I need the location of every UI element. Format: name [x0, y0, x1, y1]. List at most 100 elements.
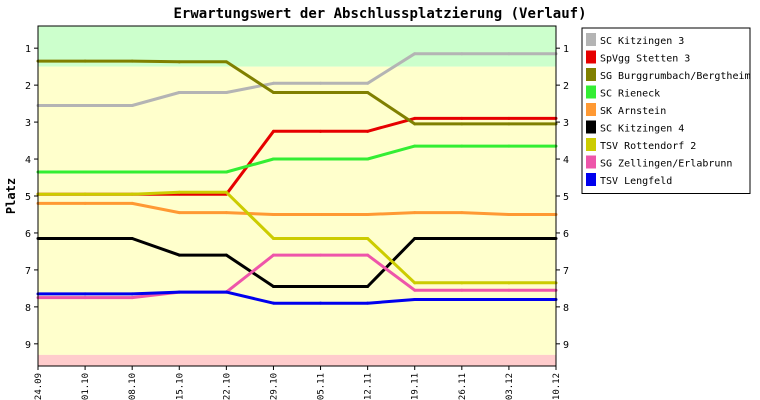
data-point-spvgg-stetten-3	[319, 129, 323, 133]
legend-label: SC Kitzingen 4	[600, 124, 684, 135]
legend-swatch	[586, 50, 596, 64]
data-point-sc-kitzingen-3	[366, 81, 370, 85]
data-point-tsv-rottendorf-2	[507, 281, 511, 285]
data-point-sg-burggrumbach-bergtheim	[319, 91, 323, 95]
data-point-sk-arnstein	[413, 211, 417, 215]
data-point-tsv-rottendorf-2	[271, 237, 275, 240]
x-tick-label: 03.12	[505, 373, 515, 400]
legend-label: SC Kitzingen 3	[600, 36, 684, 47]
data-point-tsv-rottendorf-2	[177, 190, 181, 194]
data-point-sk-arnstein	[366, 212, 370, 216]
data-point-tsv-rottendorf-2	[319, 237, 323, 240]
data-point-sc-kitzingen-3	[130, 103, 134, 107]
data-point-sc-kitzingen-3	[507, 52, 511, 56]
x-tick-label: 12.11	[364, 373, 374, 400]
data-point-sc-rieneck	[130, 170, 134, 174]
chart-title: Erwartungswert der Abschlussplatzierung …	[173, 6, 586, 22]
data-point-tsv-lengfeld	[319, 301, 323, 305]
y-axis-right: 1 2 3 4 5 6 7 8 9	[556, 44, 569, 351]
background-bands	[38, 26, 556, 366]
data-point-sg-burggrumbach-bergtheim	[224, 60, 228, 64]
y-tick-label: 6	[25, 229, 31, 240]
data-point-tsv-lengfeld	[130, 292, 134, 296]
x-tick-label: 10.12	[552, 373, 562, 400]
x-tick-label: 24.09	[34, 373, 44, 400]
legend-swatch	[586, 173, 596, 186]
y-tick-label: 1	[25, 44, 31, 55]
series-line-sg-zellingen-erlabrunn	[38, 253, 556, 300]
series-line-sc-kitzingen-4	[38, 237, 556, 288]
data-point-sc-rieneck	[83, 170, 87, 174]
data-point-tsv-lengfeld	[271, 301, 275, 305]
data-point-sg-zellingen-erlabrunn	[460, 288, 464, 292]
y-tick-label-right: 5	[563, 192, 569, 203]
data-point-sc-kitzingen-4	[271, 285, 275, 289]
data-point-sk-arnstein	[319, 212, 323, 216]
data-point-spvgg-stetten-3	[413, 116, 417, 120]
data-point-sg-zellingen-erlabrunn	[413, 288, 417, 292]
legend-label: SG Burggrumbach/Bergtheim	[600, 71, 751, 82]
data-point-sc-kitzingen-4	[177, 253, 181, 257]
legend-label: SK Arnstein	[600, 106, 666, 117]
x-tick-label: 19.11	[411, 373, 421, 400]
data-point-tsv-lengfeld	[366, 301, 370, 305]
y-tick-label-right: 8	[563, 303, 569, 314]
y-tick-label: 4	[25, 155, 31, 166]
data-point-sc-kitzingen-3	[177, 91, 181, 95]
y-tick-label: 5	[25, 192, 31, 203]
data-point-tsv-rottendorf-2	[130, 192, 134, 196]
data-point-tsv-lengfeld	[413, 297, 417, 301]
data-point-spvgg-stetten-3	[366, 129, 370, 133]
data-point-sg-zellingen-erlabrunn	[507, 288, 511, 292]
series-line-sg-burggrumbach-bergtheim	[38, 59, 556, 126]
data-point-spvgg-stetten-3	[507, 116, 511, 120]
data-point-spvgg-stetten-3	[460, 116, 464, 120]
data-point-sc-kitzingen-4	[224, 253, 228, 257]
data-point-spvgg-stetten-3	[271, 129, 275, 133]
data-point-tsv-lengfeld	[460, 297, 464, 301]
y-tick-label: 2	[25, 81, 31, 92]
data-point-sk-arnstein	[271, 212, 275, 216]
legend-label: SG Zellingen/Erlabrunn	[600, 159, 732, 170]
data-point-sc-rieneck	[319, 157, 323, 161]
data-point-tsv-rottendorf-2	[366, 237, 370, 240]
data-point-sg-zellingen-erlabrunn	[83, 296, 87, 300]
band-1	[38, 66, 556, 355]
data-point-sg-zellingen-erlabrunn	[366, 253, 370, 257]
data-point-sc-rieneck	[271, 157, 275, 161]
data-point-sc-kitzingen-4	[507, 237, 511, 240]
legend-swatch	[586, 103, 596, 116]
x-tick-label: 05.11	[317, 373, 327, 400]
y-tick-label: 7	[25, 266, 31, 277]
band-2	[38, 354, 556, 366]
series-line-tsv-rottendorf-2	[38, 190, 556, 285]
data-point-sc-kitzingen-3	[224, 91, 228, 95]
data-point-sg-burggrumbach-bergtheim	[83, 59, 87, 63]
x-tick-label: 08.10	[128, 373, 138, 400]
y-tick-label: 9	[25, 340, 31, 351]
data-point-sg-burggrumbach-bergtheim	[177, 60, 181, 64]
data-point-sg-zellingen-erlabrunn	[319, 253, 323, 257]
x-tick-label: 15.10	[175, 373, 185, 400]
data-point-sk-arnstein	[83, 201, 87, 205]
data-point-sg-burggrumbach-bergtheim	[460, 122, 464, 126]
data-point-sg-burggrumbach-bergtheim	[271, 91, 275, 95]
y-tick-label: 3	[25, 118, 31, 129]
data-point-sc-kitzingen-4	[319, 285, 323, 289]
y-tick-label-right: 2	[563, 81, 569, 92]
data-point-sg-burggrumbach-bergtheim	[366, 91, 370, 95]
data-point-sc-kitzingen-3	[271, 81, 275, 85]
series-line-sc-kitzingen-3	[38, 52, 556, 107]
data-point-sc-rieneck	[507, 144, 511, 148]
y-tick-label-right: 4	[563, 155, 569, 166]
legend-swatch	[586, 120, 596, 134]
data-point-tsv-rottendorf-2	[83, 192, 87, 196]
data-point-sc-rieneck	[224, 170, 228, 174]
data-point-sc-kitzingen-4	[83, 237, 87, 240]
data-point-sk-arnstein	[224, 211, 228, 215]
data-point-sg-burggrumbach-bergtheim	[413, 122, 417, 126]
data-point-tsv-rottendorf-2	[224, 190, 228, 194]
legend-swatch	[586, 85, 596, 99]
series-line-tsv-lengfeld	[38, 290, 556, 305]
